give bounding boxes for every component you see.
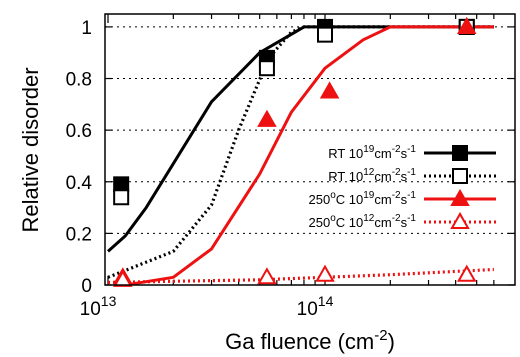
y-tick-label: 0.6: [66, 121, 92, 142]
legend-text-part: s: [401, 169, 408, 184]
legend-text-part: 250: [308, 215, 330, 230]
legend-superscript: 19: [363, 144, 375, 155]
plot-frame: [104, 13, 516, 286]
series-layer: [106, 25, 494, 285]
legend-text-part: s: [401, 146, 408, 161]
legend-label: RT 1012cm-2s-1: [328, 167, 416, 184]
x-tick-labels: 1013 1014: [80, 293, 334, 320]
legend-superscript: -1: [407, 190, 416, 201]
legend-superscript: -2: [392, 213, 401, 224]
series-3-marker: [319, 81, 340, 99]
series-3-marker: [456, 16, 477, 34]
legend-superscript: -2: [392, 167, 401, 178]
legend-superscript: 19: [363, 190, 375, 201]
legend-text-part: C 10: [336, 215, 363, 230]
legend-label: RT 1019cm-2s-1: [328, 144, 416, 161]
legend-superscript: -2: [392, 190, 401, 201]
series-3-line: [124, 25, 494, 285]
legend-marker-sample: [450, 211, 470, 230]
series-2-marker: [113, 189, 130, 206]
legend-text-part: 250: [308, 192, 330, 207]
legend-superscript: o: [330, 213, 336, 224]
x-tick-base: 10: [80, 299, 101, 320]
series-2-marker: [317, 26, 333, 43]
legend-label: 250oC 1019cm-2s-1: [308, 190, 416, 207]
y-axis-title: Relative disorder: [18, 67, 43, 232]
legend-marker-sample: [452, 145, 468, 161]
x-tick-label: 1014: [297, 293, 334, 320]
x-tick-exponent: 13: [101, 293, 117, 309]
x-tick-exponent: 14: [318, 293, 334, 309]
series-2-marker: [258, 60, 275, 77]
x-axis-title-tail: ): [388, 329, 395, 354]
x-axis-title-exponent: -2: [374, 327, 387, 344]
legend-superscript: -1: [407, 167, 416, 178]
legend-superscript: o: [330, 190, 336, 201]
x-tick-base: 10: [297, 299, 318, 320]
legend-text-part: cm: [374, 215, 391, 230]
series-1-marker: [113, 176, 130, 193]
series-4-marker: [315, 264, 335, 282]
x-tick-label: 1013: [80, 293, 117, 320]
legend-marker-sample: [452, 168, 468, 184]
x-axis-title: Ga fluence (cm-2): [225, 327, 395, 354]
x-axis-title-main: Ga fluence (cm: [225, 329, 374, 354]
legend-marker-sample: [450, 188, 470, 207]
legend-superscript: 12: [363, 213, 375, 224]
legend-superscript: -1: [407, 144, 416, 155]
y-tick-label: 0: [81, 276, 92, 297]
legend-text-part: cm: [374, 169, 391, 184]
y-tick-label: 0.2: [66, 224, 92, 245]
series-4-marker: [113, 269, 133, 287]
legend-text-part: cm: [374, 146, 391, 161]
series-3-marker: [257, 109, 277, 127]
series-1-line: [106, 25, 494, 253]
series-4-marker: [456, 264, 477, 282]
y-tick-label: 1: [81, 18, 92, 39]
legend-text-part: s: [401, 215, 408, 230]
legend-text-part: s: [401, 192, 408, 207]
series-2-line: [107, 25, 494, 279]
y-tick-label: 0.4: [66, 173, 93, 194]
legend-text-part: C 10: [336, 192, 363, 207]
y-tick-labels: 0 0.2 0.4 0.6 0.8 1: [66, 18, 93, 297]
legend-superscript: -2: [392, 144, 401, 155]
series-4-line: [107, 267, 494, 284]
legend-text-part: RT 10: [328, 146, 363, 161]
legend-text-part: RT 10: [328, 169, 363, 184]
series-4-marker: [257, 267, 277, 285]
y-tick-label: 0.8: [66, 70, 92, 91]
legend-superscript: -1: [407, 213, 416, 224]
legend-superscript: 12: [363, 167, 375, 178]
legend-text-part: cm: [374, 192, 391, 207]
marker-layer: [113, 16, 477, 287]
legend-label: 250oC 1012cm-2s-1: [308, 213, 416, 230]
